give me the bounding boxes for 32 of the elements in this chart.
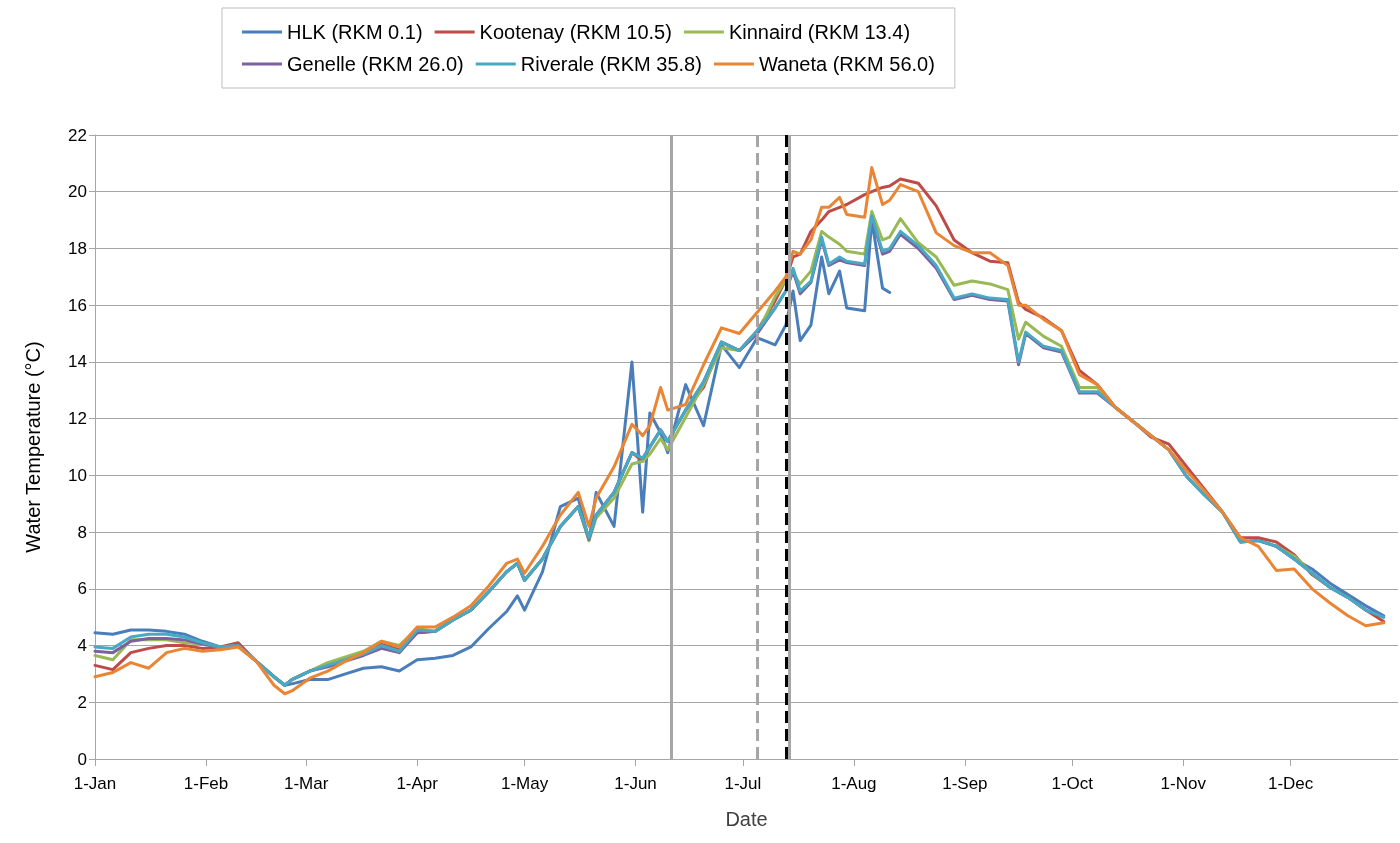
x-tick-label: 1-Sep — [942, 774, 988, 793]
x-tick-label: 1-Oct — [1051, 774, 1094, 793]
y-tick-label: 2 — [77, 692, 87, 712]
y-tick-label: 18 — [68, 238, 87, 258]
legend-label: Genelle (RKM 26.0) — [287, 53, 464, 75]
x-axis-title: Date — [725, 808, 768, 830]
legend-label: HLK (RKM 0.1) — [287, 21, 423, 43]
y-tick-label: 4 — [77, 636, 87, 656]
x-tick-label: 1-May — [500, 774, 549, 793]
x-tick-label: 1-Jun — [614, 774, 657, 793]
y-tick-label: 20 — [68, 182, 87, 202]
x-tick-label: 1-Feb — [183, 774, 229, 793]
x-tick-label: 1-Aug — [831, 774, 877, 793]
x-tick-label: 1-Nov — [1160, 774, 1207, 793]
x-tick-label: 1-Jan — [73, 774, 117, 793]
y-tick-label: 12 — [68, 409, 87, 429]
y-axis-title: Water Temperature (°C) — [22, 341, 44, 553]
y-tick-label: 14 — [68, 352, 87, 372]
y-tick-label: 6 — [77, 579, 87, 599]
legend-label: Kootenay (RKM 10.5) — [479, 21, 672, 43]
legend-label: Riverale (RKM 35.8) — [520, 53, 702, 75]
legend-label: Kinnaird (RKM 13.4) — [728, 21, 911, 43]
x-tick-label: 1-Apr — [396, 774, 439, 793]
x-tick-label: 1-Dec — [1267, 774, 1314, 793]
x-tick-label: 1-Jul — [724, 774, 762, 793]
y-tick-label: 10 — [68, 465, 87, 485]
y-tick-label: 22 — [68, 125, 87, 145]
y-tick-label: 16 — [68, 295, 87, 315]
x-tick-label: 1-Mar — [284, 774, 329, 793]
y-tick-label: 8 — [77, 522, 87, 542]
legend-label: Waneta (RKM 56.0) — [758, 53, 935, 75]
y-tick-label: 0 — [77, 749, 87, 769]
